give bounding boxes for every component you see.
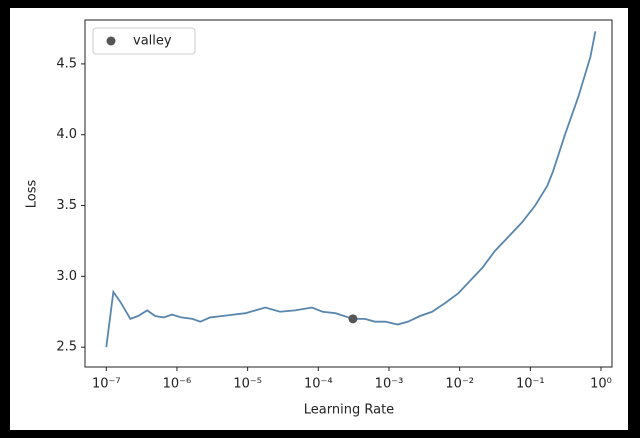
legend-marker bbox=[106, 36, 116, 46]
y-tick-label: 3.0 bbox=[56, 269, 77, 284]
x-tick-label: 10⁻² bbox=[445, 377, 474, 392]
y-axis-label: Loss bbox=[25, 180, 40, 209]
y-tick-label: 3.5 bbox=[56, 198, 77, 213]
x-tick-label: 10⁰ bbox=[590, 377, 612, 392]
x-tick-label: 10⁻¹ bbox=[516, 377, 545, 392]
x-tick-label: 10⁻⁵ bbox=[233, 377, 262, 392]
axes-frame bbox=[84, 19, 613, 368]
x-tick-label: 10⁻⁴ bbox=[304, 377, 333, 392]
x-tick-label: 10⁻⁷ bbox=[92, 377, 121, 392]
y-tick-label: 4.5 bbox=[56, 56, 77, 71]
y-tick-label: 2.5 bbox=[56, 340, 77, 355]
legend-label: valley bbox=[133, 34, 172, 49]
x-tick-label: 10⁻⁶ bbox=[163, 377, 192, 392]
x-axis-label: Learning Rate bbox=[304, 403, 394, 418]
x-tick-label: 10⁻³ bbox=[375, 377, 404, 392]
loss-line bbox=[105, 31, 597, 348]
y-tick-label: 4.0 bbox=[56, 127, 77, 142]
valley-point bbox=[348, 314, 358, 324]
legend-box bbox=[92, 27, 196, 55]
